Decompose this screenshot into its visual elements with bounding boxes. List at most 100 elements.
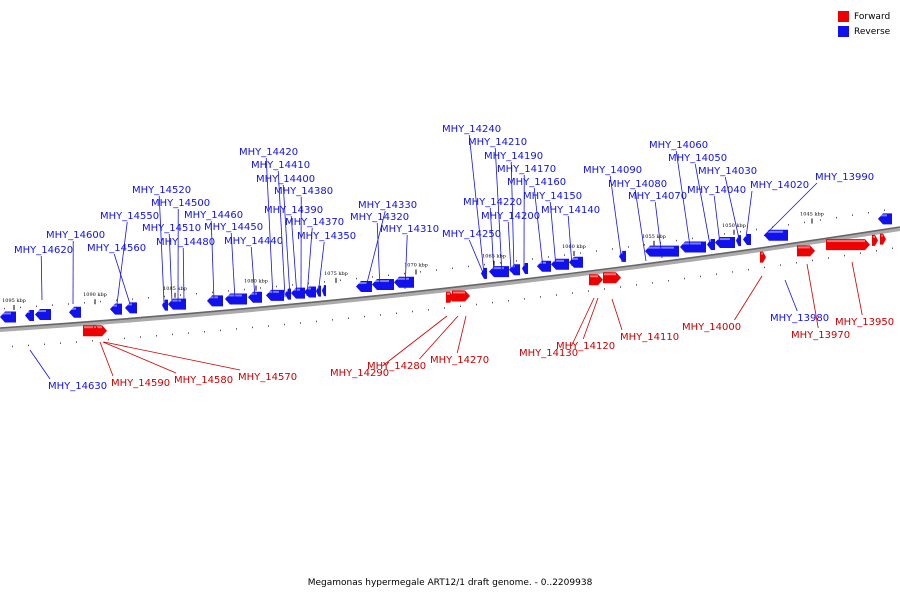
scale-tick: 1095 kbp bbox=[2, 298, 26, 311]
reverse-gene-label: MHY_14500 bbox=[151, 198, 210, 209]
forward-gene-label: MHY_14290 bbox=[330, 368, 389, 379]
leader-line bbox=[210, 220, 215, 301]
reverse-gene-arrow bbox=[715, 237, 735, 249]
forward-gene-label: MHY_14280 bbox=[367, 361, 426, 372]
leader-line bbox=[158, 195, 165, 303]
forward-swatch bbox=[838, 11, 849, 22]
scale-tick: 1080 kbp bbox=[244, 279, 268, 291]
leader-line bbox=[182, 247, 185, 303]
scale-tick-label: 1075 kbp bbox=[324, 271, 348, 277]
leader-line bbox=[250, 246, 256, 299]
reverse-gene-arrow bbox=[619, 250, 626, 262]
leader-line bbox=[567, 215, 573, 267]
reverse-gene-arrow bbox=[25, 309, 34, 321]
legend-reverse: Reverse bbox=[838, 24, 890, 39]
reverse-gene-label: MHY_14250 bbox=[442, 229, 501, 240]
reverse-gene-label: MHY_14030 bbox=[698, 166, 757, 177]
reverse-gene-label: MHY_14310 bbox=[380, 224, 439, 235]
reverse-gene-label: MHY_14160 bbox=[507, 177, 566, 188]
leader-line bbox=[533, 187, 544, 269]
forward-gene-label: MHY_14110 bbox=[620, 332, 679, 343]
reverse-gene-label: MHY_13990 bbox=[815, 172, 874, 183]
forward-gene-label: MHY_14270 bbox=[430, 355, 489, 366]
leader-line bbox=[102, 341, 177, 374]
gene-features bbox=[0, 213, 892, 337]
reverse-gene-label: MHY_14330 bbox=[358, 200, 417, 211]
forward-gene-label: MHY_14000 bbox=[682, 322, 741, 333]
genome-axis bbox=[0, 226, 900, 332]
leader-line bbox=[113, 253, 131, 305]
reverse-gene-label: MHY_14400 bbox=[256, 174, 315, 185]
scale-tick: 1090 kbp bbox=[83, 292, 107, 305]
reverse-gene-label: MHY_14390 bbox=[264, 205, 323, 216]
leader-line bbox=[694, 163, 711, 246]
leader-line bbox=[290, 215, 298, 297]
reverse-gene-arrow bbox=[225, 293, 247, 305]
reverse-gene-arrow bbox=[162, 299, 168, 311]
leader-line bbox=[168, 233, 173, 303]
reverse-gene-label: MHY_14600 bbox=[46, 230, 105, 241]
leader-line bbox=[806, 263, 819, 329]
scale-tick-label: 1080 kbp bbox=[244, 279, 268, 285]
leader-line bbox=[230, 232, 236, 301]
forward-gene-arrow bbox=[797, 245, 815, 257]
reverse-gene-label: MHY_14220 bbox=[463, 197, 522, 208]
forward-gene-label: MHY_14120 bbox=[556, 341, 615, 352]
reverse-gene-label: MHY_14050 bbox=[668, 153, 727, 164]
reverse-gene-label: MHY_14440 bbox=[224, 236, 283, 247]
leader-line bbox=[611, 298, 623, 331]
leader-line bbox=[265, 157, 274, 299]
leader-line bbox=[634, 189, 647, 262]
reverse-gene-arrow bbox=[69, 306, 81, 318]
scale-tick: 1045 kbp bbox=[800, 211, 824, 224]
reverse-gene-arrow bbox=[322, 285, 326, 297]
reverse-gene-arrow bbox=[707, 239, 715, 251]
reverse-gene-label: MHY_14150 bbox=[523, 191, 582, 202]
leader-line bbox=[489, 207, 495, 275]
scale-tick-label: 1050 kbp bbox=[722, 223, 746, 229]
forward-gene-arrow bbox=[880, 233, 886, 245]
reverse-gene-arrow bbox=[207, 295, 223, 307]
label-leader-lines bbox=[29, 134, 863, 380]
scale-tick-label: 1060 kbp bbox=[562, 244, 586, 250]
leader-line bbox=[745, 190, 753, 239]
forward-gene-label: MHY_14130 bbox=[519, 348, 578, 359]
reverse-gene-label: MHY_14040 bbox=[687, 185, 746, 196]
leader-line bbox=[364, 210, 386, 292]
scale-ticks: 1095 kbp 1090 kbp 1085 kbp 1080 kbp 1075 kbp… bbox=[2, 209, 893, 348]
forward-gene-label: MHY_13950 bbox=[835, 317, 894, 328]
leader-line bbox=[376, 222, 381, 291]
forward-gene-label: MHY_14570 bbox=[238, 372, 297, 383]
leader-line bbox=[763, 182, 818, 237]
reverse-gene-label: MHY_14510 bbox=[142, 223, 201, 234]
leader-line bbox=[582, 297, 599, 340]
forward-gene-arrow bbox=[826, 239, 870, 251]
leader-line bbox=[306, 227, 313, 297]
forward-gene-label: MHY_14590 bbox=[111, 378, 170, 389]
legend-forward-label: Forward bbox=[854, 11, 891, 22]
reverse-gene-label: MHY_14190 bbox=[484, 151, 543, 162]
leader-line bbox=[116, 221, 128, 305]
reverse-gene-arrow bbox=[509, 264, 520, 276]
reverse-swatch bbox=[838, 26, 849, 37]
reverse-gene-arrow bbox=[168, 298, 186, 310]
leader-line bbox=[99, 341, 114, 377]
scale-tick: 1070 kbp bbox=[404, 263, 428, 275]
scale-tick: 1065 kbp bbox=[482, 254, 506, 266]
scale-tick-label: 1090 kbp bbox=[83, 292, 107, 298]
reverse-gene-label: MHY_13980 bbox=[770, 313, 829, 324]
reverse-gene-label: MHY_14320 bbox=[350, 212, 409, 223]
scale-tick-label: 1065 kbp bbox=[482, 254, 506, 260]
forward-gene-arrow bbox=[589, 274, 603, 286]
leader-line bbox=[419, 315, 459, 360]
reverse-gene-label: MHY_14200 bbox=[481, 211, 540, 222]
leader-line bbox=[468, 239, 485, 276]
leader-line bbox=[382, 315, 448, 367]
reverse-gene-label: MHY_14380 bbox=[274, 186, 333, 197]
reverse-gene-label: MHY_14560 bbox=[87, 243, 146, 254]
leader-line bbox=[507, 221, 512, 273]
leader-line bbox=[282, 184, 291, 298]
gene-labels: MHY_14630 MHY_14620 MHY_14600 MHY_14560 MHY_… bbox=[14, 124, 894, 392]
reverse-gene-label: MHY_14420 bbox=[239, 147, 298, 158]
forward-gene-arrow bbox=[760, 251, 766, 263]
